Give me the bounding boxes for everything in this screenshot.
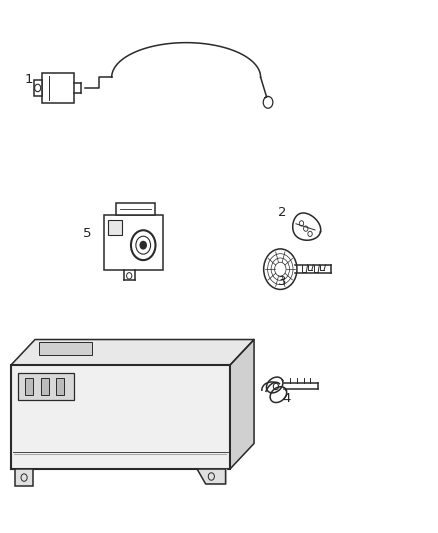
Polygon shape xyxy=(197,469,226,484)
Text: 4: 4 xyxy=(283,392,291,406)
Polygon shape xyxy=(230,340,254,469)
Bar xyxy=(107,220,121,235)
Polygon shape xyxy=(11,365,230,469)
Circle shape xyxy=(140,241,146,249)
Text: 2: 2 xyxy=(278,206,286,219)
Text: 1: 1 xyxy=(24,72,32,86)
Polygon shape xyxy=(11,340,254,365)
Polygon shape xyxy=(266,377,283,393)
Bar xyxy=(42,74,74,102)
Polygon shape xyxy=(293,213,321,240)
Bar xyxy=(34,80,42,96)
Polygon shape xyxy=(270,387,286,402)
Bar xyxy=(41,378,49,395)
Circle shape xyxy=(264,249,297,289)
Bar xyxy=(104,215,163,271)
Bar xyxy=(25,378,33,395)
Bar xyxy=(56,378,64,395)
Circle shape xyxy=(131,230,155,260)
Bar xyxy=(18,373,74,400)
Polygon shape xyxy=(295,265,331,273)
Text: 3: 3 xyxy=(278,275,286,288)
Bar xyxy=(39,342,92,355)
Bar xyxy=(15,469,33,486)
Bar xyxy=(116,203,155,214)
Text: 5: 5 xyxy=(83,227,92,240)
